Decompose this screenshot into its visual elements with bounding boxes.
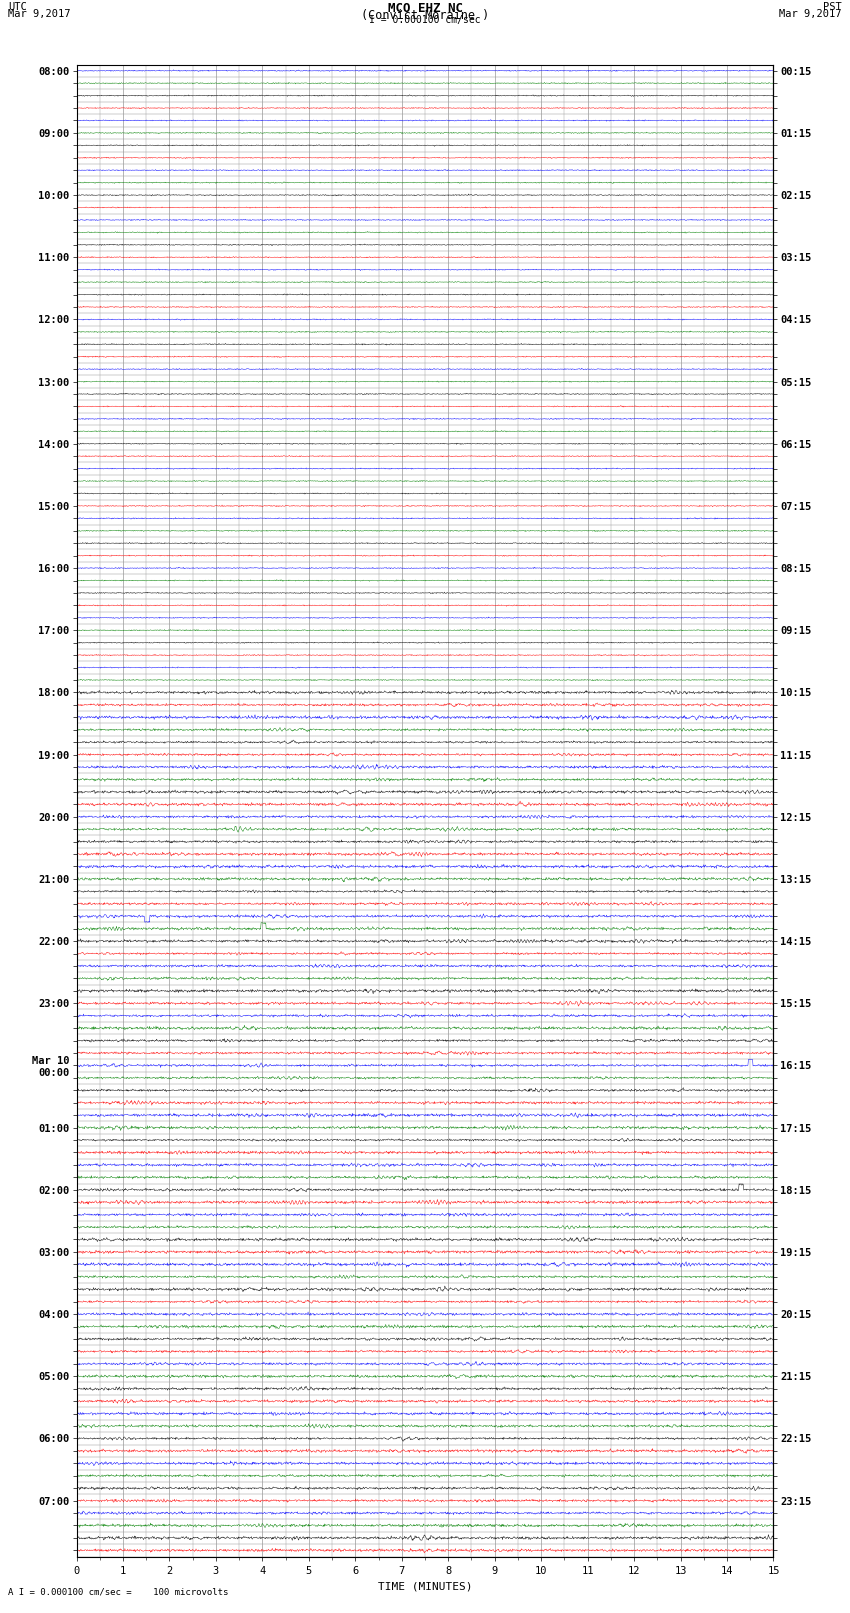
Text: I = 0.000100 cm/sec: I = 0.000100 cm/sec [369,16,481,26]
Text: (Convict Moraine ): (Convict Moraine ) [361,10,489,23]
X-axis label: TIME (MINUTES): TIME (MINUTES) [377,1581,473,1590]
Text: A I = 0.000100 cm/sec =    100 microvolts: A I = 0.000100 cm/sec = 100 microvolts [8,1587,229,1597]
Text: Mar 9,2017: Mar 9,2017 [8,10,71,19]
Text: MCO EHZ NC: MCO EHZ NC [388,3,462,16]
Text: Mar 9,2017: Mar 9,2017 [779,10,842,19]
Text: UTC: UTC [8,3,27,13]
Text: PST: PST [823,3,842,13]
